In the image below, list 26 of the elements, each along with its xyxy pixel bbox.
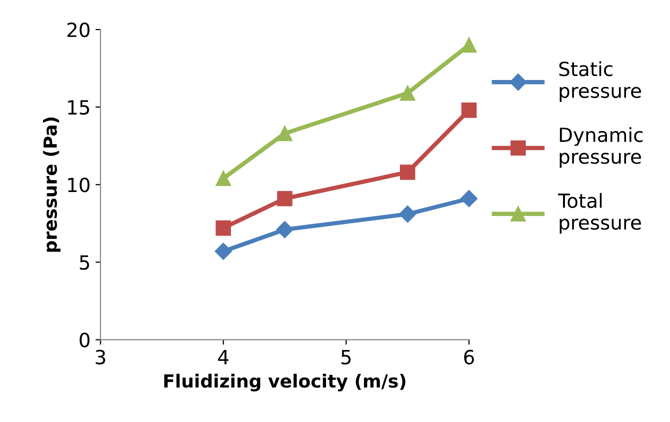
point — [277, 190, 292, 206]
legend-label: Static pressure — [559, 61, 641, 102]
point — [277, 126, 292, 142]
y-tick-label: 20 — [67, 22, 90, 38]
point — [400, 164, 416, 180]
y-tick-label: 0 — [80, 332, 90, 348]
y-tick-label: 15 — [68, 100, 90, 115]
x-tick-label: 3 — [96, 350, 106, 364]
point — [276, 221, 294, 238]
legend-label: Dynamic pressure — [560, 127, 643, 168]
x-tick-label: 4 — [218, 350, 228, 364]
point — [461, 102, 477, 118]
point — [216, 170, 231, 186]
x-tick-label: 6 — [464, 350, 474, 364]
point — [216, 220, 231, 236]
point — [460, 190, 478, 208]
point — [214, 242, 232, 260]
legend-label: Total pressure — [558, 192, 641, 234]
x-tick-label: 5 — [341, 350, 351, 364]
x-axis-title: Fluidizing velocity (m/s) — [164, 374, 406, 392]
point — [399, 206, 416, 223]
point — [461, 37, 477, 53]
y-tick-label: 10 — [68, 178, 90, 192]
y-tick-label: 5 — [80, 255, 90, 270]
point — [400, 85, 416, 101]
y-axis-title: pressure (Pa) — [43, 118, 60, 252]
